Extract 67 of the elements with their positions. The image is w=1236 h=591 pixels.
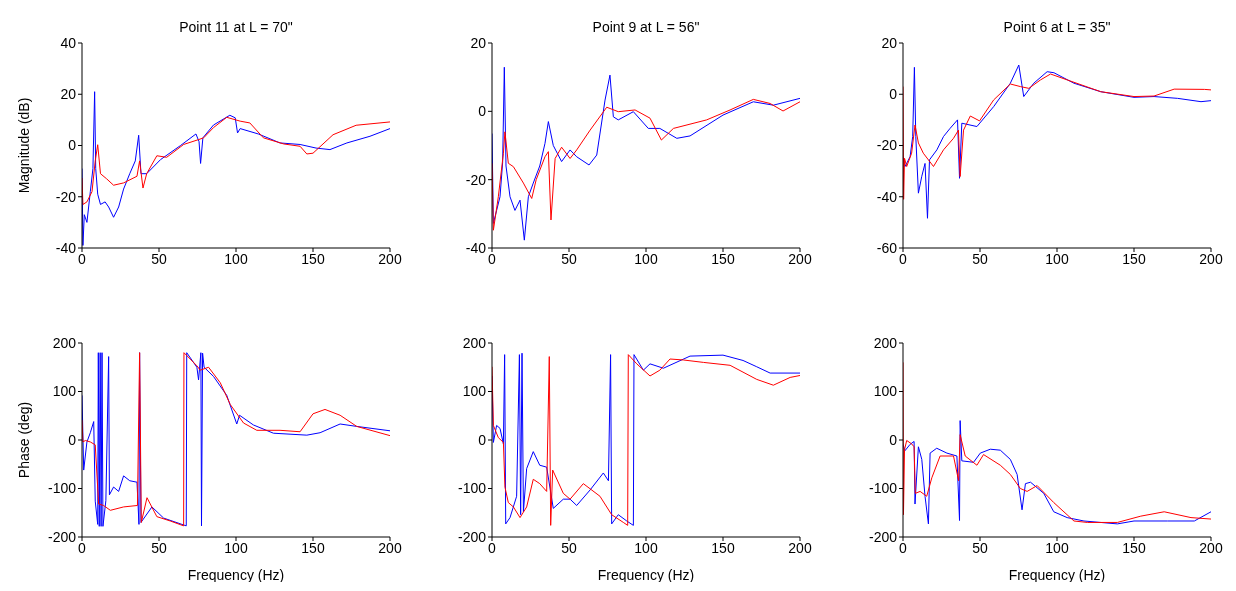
x-tick-label: 100: [634, 250, 658, 267]
y-tick-label: 20: [60, 86, 77, 103]
x-tick-label: 150: [301, 539, 325, 556]
x-tick-label: 150: [1122, 539, 1146, 556]
line-series: [82, 116, 390, 205]
x-tick-label: 200: [1199, 539, 1223, 556]
y-tick-label: -100: [47, 480, 77, 497]
y-tick-label: -40: [465, 239, 487, 256]
y-tick-label: 200: [462, 334, 487, 351]
y-tick-label: 0: [478, 431, 487, 448]
y-tick-label: 200: [873, 334, 898, 351]
x-axis-title: Frequency (Hz): [597, 567, 695, 583]
y-tick-label: -60: [876, 239, 898, 256]
y-tick-label: 0: [478, 103, 487, 120]
y-tick-label: 20: [470, 34, 487, 51]
x-tick-label: 100: [1045, 250, 1069, 267]
line-series: [492, 98, 800, 231]
x-tick-label: 100: [224, 539, 248, 556]
line-series: [82, 352, 390, 527]
x-tick-label: 150: [301, 250, 325, 267]
y-tick-label: 40: [60, 34, 77, 51]
x-tick-label: 200: [378, 250, 402, 267]
x-tick-label: 50: [561, 250, 577, 267]
y-tick-label: -100: [457, 480, 487, 497]
y-tick-label: 100: [462, 383, 487, 400]
x-tick-label: 50: [151, 539, 167, 556]
x-tick-label: 150: [1122, 250, 1146, 267]
x-tick-label: 100: [224, 250, 248, 267]
y-tick-label: 0: [889, 86, 898, 103]
y-tick-label: -40: [55, 239, 77, 256]
y-tick-label: 100: [873, 383, 898, 400]
y-tick-label: -100: [868, 480, 898, 497]
chart-title: Point 9 at L = 56": [591, 19, 701, 35]
line-series: [492, 66, 800, 241]
y-tick-label: 20: [881, 34, 898, 51]
chart-title: Point 6 at L = 35": [1002, 19, 1112, 35]
y-tick-label: -200: [868, 528, 898, 545]
x-axis-title: Frequency (Hz): [187, 567, 285, 583]
y-tick-label: 0: [68, 431, 77, 448]
x-tick-label: 100: [634, 539, 658, 556]
y-tick-label: -20: [55, 188, 77, 205]
x-tick-label: 200: [378, 539, 402, 556]
y-tick-label: -20: [465, 171, 487, 188]
line-series: [903, 420, 1211, 525]
y-tick-label: 200: [52, 334, 77, 351]
y-tick-label: 0: [889, 431, 898, 448]
chart-title: Point 11 at L = 70": [178, 19, 294, 35]
x-tick-label: 50: [972, 539, 988, 556]
x-tick-label: 150: [711, 250, 735, 267]
x-tick-label: 50: [561, 539, 577, 556]
x-tick-label: 100: [1045, 539, 1069, 556]
x-tick-label: 150: [711, 539, 735, 556]
y-tick-label: -200: [457, 528, 487, 545]
line-series: [903, 64, 1211, 219]
y-tick-label: -20: [876, 137, 898, 154]
y-tick-label: -200: [47, 528, 77, 545]
y-tick-label: 0: [68, 137, 77, 154]
x-tick-label: 50: [151, 250, 167, 267]
x-axis-title: Frequency (Hz): [1008, 567, 1106, 583]
y-tick-label: -40: [876, 188, 898, 205]
x-tick-label: 200: [788, 250, 812, 267]
y-tick-label: 100: [52, 383, 77, 400]
y-axis-title: Phase (deg): [15, 401, 32, 479]
y-axis-title: Magnitude (dB): [15, 97, 32, 194]
x-tick-label: 50: [972, 250, 988, 267]
x-tick-label: 200: [1199, 250, 1223, 267]
x-tick-label: 200: [788, 539, 812, 556]
